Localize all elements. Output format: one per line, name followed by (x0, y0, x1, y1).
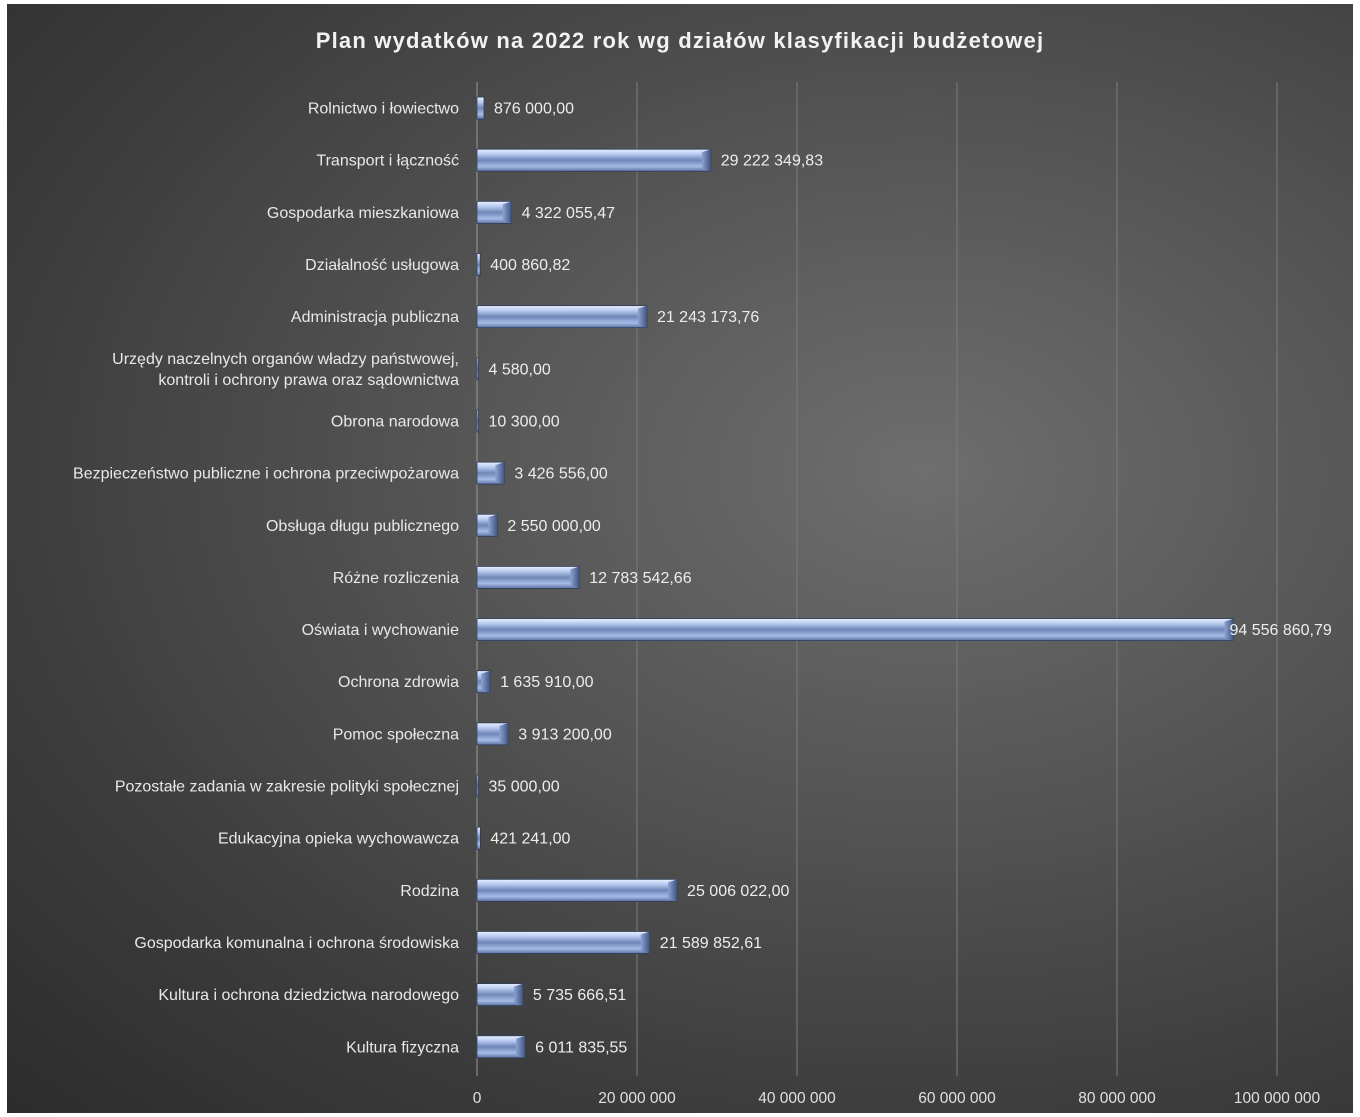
bar (476, 618, 1234, 641)
category-label: Pozostałe zadania w zakresie polityki sp… (115, 779, 459, 796)
bar (476, 566, 580, 589)
category-label: Urzędy naczelnych organów władzy państwo… (112, 351, 459, 368)
data-label: 6 011 835,55 (535, 1039, 627, 1056)
bar-body (476, 566, 580, 589)
data-label: 4 322 055,47 (522, 205, 616, 222)
bar-body (476, 96, 485, 120)
bar-body (476, 878, 678, 902)
bar (476, 722, 509, 746)
bar-body (476, 931, 651, 954)
bar-end-bevel (488, 514, 498, 537)
bar-end-bevel (481, 670, 491, 693)
category-label: Ochrona zdrowia (338, 674, 459, 691)
bar (476, 461, 505, 485)
x-tick-label: 60 000 000 (918, 1090, 996, 1107)
bar (476, 931, 651, 954)
data-label: 29 222 349,83 (721, 153, 823, 170)
bar (476, 774, 479, 798)
bar (476, 305, 648, 329)
category-label: Obrona narodowa (331, 413, 459, 430)
category-label: Rodzina (400, 883, 459, 900)
bar-body (476, 774, 479, 798)
data-label: 4 580,00 (489, 361, 551, 378)
bar-end-bevel (516, 1035, 526, 1058)
bar-body (476, 148, 712, 172)
category-label: Transport i łączność (316, 153, 459, 170)
x-tick-label: 100 000 000 (1234, 1090, 1321, 1107)
x-tick-label: 0 (473, 1090, 482, 1107)
bar (476, 148, 712, 172)
data-label: 21 589 852,61 (660, 935, 762, 952)
bar-end-bevel (495, 462, 505, 485)
category-label: Kultura i ochrona dziedzictwa narodowego (158, 987, 459, 1004)
data-label: 25 006 022,00 (687, 883, 789, 900)
bar-end-bevel (1224, 618, 1234, 641)
category-label: Administracja publiczna (291, 309, 459, 326)
category-label: Edukacyjna opieka wychowawcza (218, 831, 459, 848)
data-label: 876 000,00 (494, 101, 574, 118)
bar (476, 409, 479, 433)
bar-end-bevel (701, 149, 711, 172)
bar-chart: Plan wydatków na 2022 rok wg działów kla… (73, 28, 1332, 1107)
bar (476, 983, 524, 1007)
category-label: Gospodarka mieszkaniowa (267, 205, 459, 222)
category-label: Różne rozliczenia (333, 570, 459, 587)
bar-end-bevel (502, 201, 512, 224)
category-label: kontroli i ochrony prawa oraz sądownictw… (158, 372, 459, 389)
data-label: 2 550 000,00 (507, 518, 601, 535)
x-tick-label: 80 000 000 (1078, 1090, 1156, 1107)
chart-area: Plan wydatków na 2022 rok wg działów kla… (7, 4, 1353, 1113)
data-label: 21 243 173,76 (657, 309, 759, 326)
category-label: Działalność usługowa (305, 257, 459, 274)
bar-end-bevel (499, 722, 509, 745)
bar-body (476, 826, 481, 850)
bar-end-bevel (570, 566, 580, 589)
chart-title: Plan wydatków na 2022 rok wg działów kla… (316, 28, 1045, 53)
category-label: Obsługa długu publicznego (266, 518, 459, 535)
data-label: 35 000,00 (489, 779, 560, 796)
category-label: Kultura fizyczna (346, 1039, 459, 1056)
data-label: 5 735 666,51 (533, 987, 627, 1004)
bar-end-bevel (513, 983, 523, 1006)
x-tick-label: 40 000 000 (758, 1090, 836, 1107)
data-label: 3 426 556,00 (514, 466, 608, 483)
bar (476, 826, 481, 850)
category-label: Rolnictwo i łowiectwo (308, 101, 459, 118)
category-label: Bezpieczeństwo publiczne i ochrona przec… (73, 466, 459, 483)
bar-body (476, 253, 481, 276)
bar (476, 670, 491, 694)
bar (476, 357, 479, 381)
data-label: 3 913 200,00 (518, 726, 612, 743)
bar-end-bevel (668, 879, 678, 902)
bar (476, 878, 678, 902)
data-label: 10 300,00 (489, 413, 560, 430)
bar-body (476, 357, 479, 381)
bar (476, 513, 498, 537)
category-label: Pomoc społeczna (333, 726, 459, 743)
x-tick-label: 20 000 000 (598, 1090, 676, 1107)
bar-body (476, 305, 648, 329)
data-label: 421 241,00 (490, 831, 570, 848)
bar-end-bevel (640, 931, 650, 954)
bar-body (476, 409, 479, 433)
category-label: Oświata i wychowanie (302, 622, 460, 639)
bar (476, 253, 481, 276)
data-label: 12 783 542,66 (589, 570, 691, 587)
bar (476, 200, 512, 224)
data-label: 94 556 860,79 (1229, 622, 1331, 639)
category-label: Gospodarka komunalna i ochrona środowisk… (134, 935, 459, 952)
bar-body (476, 618, 1234, 641)
bar-end-bevel (637, 305, 647, 328)
data-label: 1 635 910,00 (500, 674, 594, 691)
data-label: 400 860,82 (490, 257, 570, 274)
bar (476, 1035, 526, 1059)
bar (476, 96, 485, 120)
